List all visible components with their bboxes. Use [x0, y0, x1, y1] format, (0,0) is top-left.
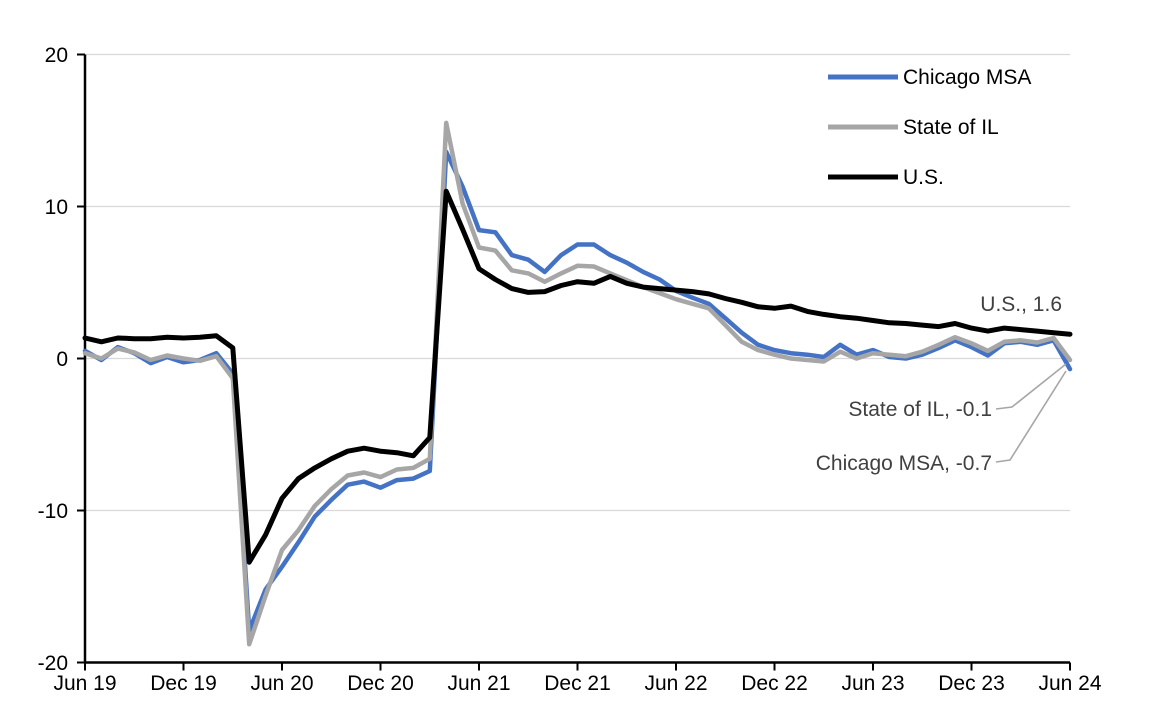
annotation-us: U.S., 1.6: [980, 293, 1062, 316]
annotations: U.S., 1.6 State of IL, -0.1 Chicago MSA,…: [816, 293, 1067, 475]
legend-item-us: U.S.: [828, 166, 944, 189]
legend-item-chicago-msa: Chicago MSA: [828, 66, 1031, 89]
x-tick-label: Dec 19: [150, 672, 217, 695]
x-tick-label: Dec 20: [347, 672, 414, 695]
chart-series: [82, 120, 1073, 647]
annotation-leader-chicago-msa: [995, 370, 1067, 463]
legend: Chicago MSA State of IL U.S.: [828, 66, 1031, 189]
x-tick-label: Dec 21: [544, 672, 611, 695]
x-tick-label: Jun 22: [644, 672, 707, 695]
annotation-leader-state-of-il: [995, 363, 1067, 410]
y-tick-label: 20: [45, 44, 68, 67]
legend-item-state-of-il: State of IL: [828, 116, 999, 139]
series-line-state-of-il: [82, 120, 1073, 647]
series-line-u-s: [82, 188, 1073, 565]
x-tick-label: Jun 23: [841, 672, 904, 695]
y-tick-label: 10: [45, 196, 68, 219]
x-tick-label: Jun 21: [447, 672, 510, 695]
x-axis-ticks: Jun 19 Dec 19 Jun 20 Dec 20 Jun 21 Dec 21 Jun …: [53, 662, 1102, 695]
y-axis-ticks: 20 10 0 -10 -20: [38, 44, 85, 675]
annotation-state-of-il: State of IL, -0.1: [848, 398, 992, 421]
legend-label-chicago-msa: Chicago MSA: [903, 66, 1031, 89]
legend-label-us: U.S.: [903, 166, 944, 189]
x-tick-label: Dec 22: [741, 672, 808, 695]
legend-label-state-of-il: State of IL: [903, 116, 999, 139]
annotation-chicago-msa: Chicago MSA, -0.7: [816, 452, 992, 475]
x-tick-label: Jun 24: [1038, 672, 1101, 695]
x-tick-label: Jun 20: [250, 672, 313, 695]
y-tick-label: -10: [38, 500, 68, 523]
y-tick-label: -20: [38, 652, 68, 675]
x-tick-label: Jun 19: [53, 672, 116, 695]
y-tick-label: 0: [56, 348, 68, 371]
x-tick-label: Dec 23: [938, 672, 1005, 695]
